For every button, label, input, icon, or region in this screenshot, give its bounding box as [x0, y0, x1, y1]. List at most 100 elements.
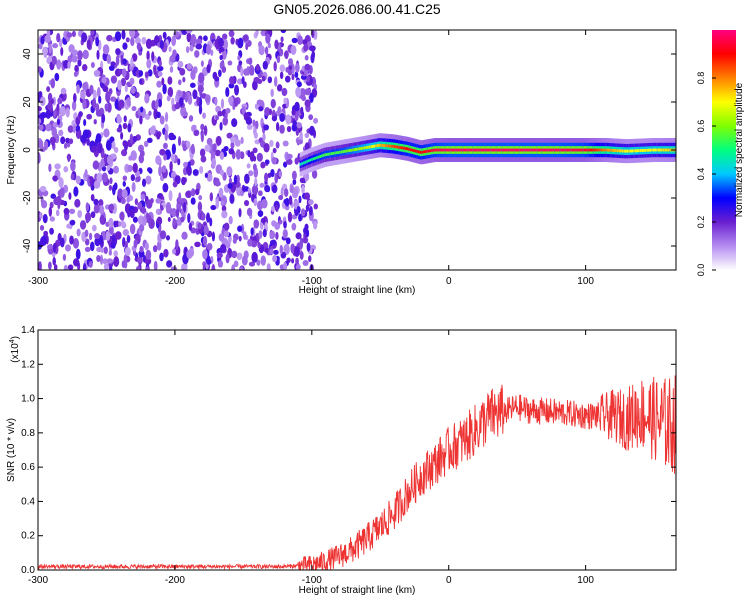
- noise-blob: [80, 90, 86, 100]
- ridge-cell: [542, 148, 546, 152]
- snr-multiplier-close: ): [10, 336, 21, 339]
- ridge-cell: [541, 148, 544, 152]
- noise-blob: [79, 220, 87, 230]
- noise-blob: [105, 230, 111, 242]
- ridge-cell: [406, 147, 409, 151]
- ridge-cell: [664, 148, 667, 152]
- noise-blob: [184, 93, 189, 103]
- noise-blob: [163, 142, 168, 150]
- noise-blob: [253, 219, 260, 229]
- noise-blob: [76, 228, 81, 237]
- ridge-cell: [306, 160, 309, 163]
- ridge-cell: [562, 148, 565, 152]
- ridge-cell: [413, 149, 416, 152]
- noise-blob: [83, 119, 87, 127]
- snr-y-label: SNR (10 * v/v): [6, 418, 17, 482]
- noise-blob: [85, 202, 90, 212]
- noise-blob: [41, 234, 47, 246]
- noise-blob: [202, 235, 208, 247]
- ridge-cell: [580, 148, 584, 152]
- noise-blob: [279, 64, 286, 72]
- ridge-cell: [429, 149, 432, 153]
- noise-blob: [258, 106, 264, 112]
- noise-blob: [291, 258, 295, 264]
- ridge-cell: [544, 148, 547, 152]
- noise-blob: [167, 216, 171, 223]
- noise-blob: [124, 247, 131, 257]
- noise-blob: [211, 231, 216, 242]
- ridge-cell: [514, 148, 518, 152]
- noise-blob: [286, 126, 292, 133]
- noise-blob: [279, 124, 285, 134]
- ridge-cell: [498, 148, 501, 152]
- noise-blob: [116, 115, 122, 124]
- noise-blob: [159, 115, 165, 125]
- ridge-cell: [496, 148, 500, 152]
- ridge-cell: [647, 148, 651, 152]
- noise-blob: [257, 190, 263, 197]
- colorbar-tick-label: 0.2: [696, 216, 706, 229]
- figure-title: GN05.2026.086.00.41.C25: [273, 1, 441, 17]
- noise-blob: [95, 109, 103, 117]
- ridge-cell: [457, 148, 460, 152]
- noise-blob: [92, 97, 97, 109]
- noise-blob: [299, 88, 306, 98]
- noise-blob: [255, 30, 259, 37]
- noise-blob: [195, 38, 203, 45]
- noise-blob: [140, 106, 144, 113]
- noise-blob: [185, 30, 193, 34]
- noise-blob: [168, 190, 173, 202]
- ridge-cell: [623, 149, 626, 153]
- noise-blob: [115, 231, 122, 240]
- noise-blob: [108, 203, 115, 212]
- noise-blob: [95, 133, 102, 144]
- ridge-cell: [529, 148, 533, 152]
- noise-blob: [237, 55, 241, 61]
- noise-blob: [142, 215, 147, 226]
- noise-blob: [170, 266, 178, 270]
- noise-blob: [38, 139, 44, 150]
- noise-blob: [141, 178, 147, 188]
- noise-blob: [118, 221, 122, 227]
- ridge-cell: [424, 150, 427, 154]
- ridge-cell: [654, 148, 657, 152]
- noise-blob: [132, 216, 138, 223]
- ridge-cell: [613, 149, 616, 152]
- noise-blob: [113, 147, 119, 154]
- ridge-cell: [636, 149, 639, 153]
- ridge-cell: [337, 151, 340, 154]
- ridge-cell: [327, 152, 330, 156]
- noise-blob: [299, 251, 304, 260]
- noise-blob: [260, 217, 267, 224]
- noise-blob: [237, 37, 244, 49]
- noise-blob: [135, 266, 141, 270]
- noise-blob: [172, 49, 177, 58]
- noise-blob: [158, 59, 162, 68]
- noise-blob: [66, 32, 73, 38]
- noise-blob: [127, 164, 133, 173]
- noise-blob: [65, 107, 70, 118]
- noise-blob: [206, 242, 213, 251]
- noise-blob: [279, 71, 284, 80]
- noise-blob: [313, 220, 318, 230]
- ridge-cell: [506, 148, 510, 152]
- noise-blob: [291, 170, 297, 181]
- noise-blob: [234, 139, 241, 147]
- noise-blob: [279, 244, 283, 255]
- noise-blob: [82, 82, 87, 91]
- ridge-cell: [516, 148, 519, 152]
- noise-blob: [109, 177, 113, 185]
- noise-blob: [129, 223, 136, 235]
- noise-blob: [298, 195, 302, 204]
- ridge-cell: [403, 146, 406, 150]
- noise-blob: [168, 46, 172, 53]
- ridge-cell: [639, 149, 643, 153]
- ridge-cell: [513, 148, 516, 152]
- noise-blob: [100, 247, 105, 253]
- noise-blob: [90, 30, 95, 36]
- ridge-cell: [467, 148, 470, 152]
- noise-blob: [135, 37, 141, 45]
- ridge-cell: [408, 147, 411, 151]
- noise-blob: [146, 50, 150, 61]
